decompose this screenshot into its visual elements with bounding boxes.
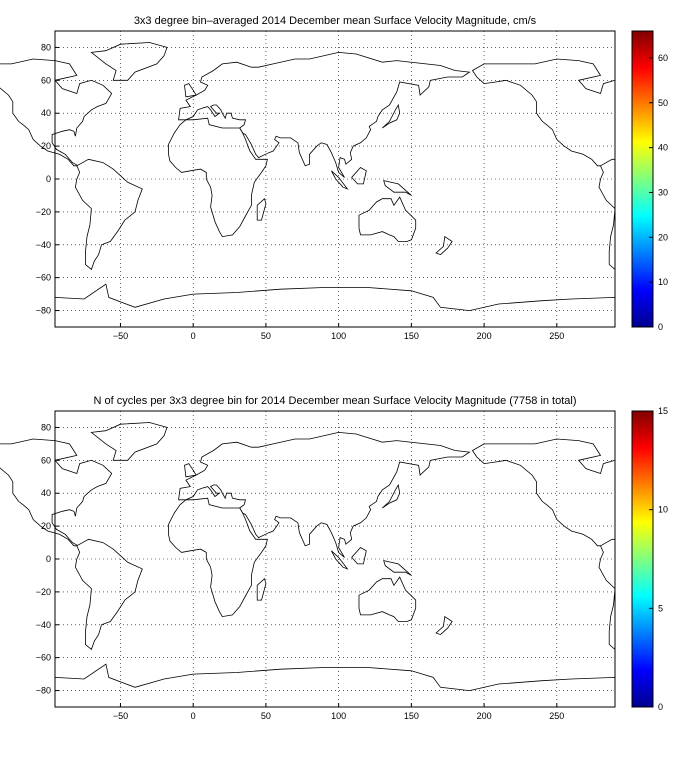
colorbar-tick-label: 50 xyxy=(658,98,668,108)
land-outline-nz xyxy=(435,235,453,256)
cycles-panel: N of cycles per 3x3 degree bin for 2014 … xyxy=(0,395,668,721)
land-outline-north-america xyxy=(0,58,113,167)
x-tick-label: −50 xyxy=(113,331,128,341)
y-tick-label: −80 xyxy=(36,306,51,316)
y-tick-label: −60 xyxy=(36,273,51,283)
colorbar-tick-label: 40 xyxy=(658,143,668,153)
x-tick-label: 200 xyxy=(477,711,492,721)
velocity-colorbar-ticks: 0 10 20 30 40 50 60 xyxy=(649,53,668,332)
land-outline-north-america-wrap xyxy=(471,58,616,196)
land-outline-north-america xyxy=(0,438,113,547)
land-outline-antarctica xyxy=(54,663,616,708)
x-tick-label: 50 xyxy=(261,331,271,341)
y-tick-label: 20 xyxy=(41,521,51,531)
land-outline-borneo xyxy=(351,166,367,185)
velocity-colorbar xyxy=(631,30,654,328)
land-outline-greenland xyxy=(90,42,168,81)
land-outline-antarctica xyxy=(54,283,616,328)
velocity-y-ticks: 80 60 40 20 0 −20 −40 −60 −80 xyxy=(36,42,59,316)
cycles-colorbar xyxy=(631,410,654,708)
land-outline-nz xyxy=(435,615,453,636)
colorbar-tick-label: 0 xyxy=(658,322,663,332)
cycles-colorbar-ticks: 0 5 10 15 xyxy=(649,406,668,712)
y-tick-label: −60 xyxy=(36,653,51,663)
cycles-chart-title: N of cycles per 3x3 degree bin for 2014 … xyxy=(93,395,576,407)
y-tick-label: 0 xyxy=(46,554,51,564)
cycles-land-outlines xyxy=(0,422,616,708)
y-tick-label: 60 xyxy=(41,75,51,85)
land-outline-madagascar xyxy=(256,197,267,221)
land-outline-australia xyxy=(358,196,417,242)
x-tick-label: 250 xyxy=(549,711,564,721)
land-outline-south-america xyxy=(74,158,143,271)
y-tick-label: −20 xyxy=(36,587,51,597)
x-tick-label: 0 xyxy=(191,331,196,341)
land-outline-australia xyxy=(358,576,417,622)
land-outline-sumatra xyxy=(331,170,349,190)
land-outline-greenland xyxy=(90,422,168,461)
colorbar-tick-label: 20 xyxy=(658,232,668,242)
y-tick-label: 20 xyxy=(41,141,51,151)
colorbar-tick-label: 30 xyxy=(658,187,668,197)
y-tick-label: 80 xyxy=(41,42,51,52)
cycles-grid xyxy=(55,411,615,707)
y-tick-label: 40 xyxy=(41,488,51,498)
y-tick-label: −40 xyxy=(36,620,51,630)
cycles-y-ticks: 80 60 40 20 0 −20 −40 −60 −80 xyxy=(36,422,59,696)
y-tick-label: 40 xyxy=(41,108,51,118)
land-outline-south-america xyxy=(74,538,143,651)
x-tick-label: 200 xyxy=(477,331,492,341)
land-outline-south-america-wrap xyxy=(598,158,616,271)
land-outline-japan xyxy=(382,483,401,509)
y-tick-label: −80 xyxy=(36,686,51,696)
colorbar-tick-label: 15 xyxy=(658,406,668,416)
x-tick-label: 50 xyxy=(261,711,271,721)
velocity-land-outlines xyxy=(0,42,616,328)
x-tick-label: 100 xyxy=(331,331,346,341)
land-outline-sumatra xyxy=(331,550,349,570)
land-outline-new-guinea xyxy=(383,180,412,196)
x-tick-label: 250 xyxy=(549,331,564,341)
land-outline-borneo xyxy=(351,546,367,565)
colorbar-tick-label: 0 xyxy=(658,702,663,712)
velocity-chart-title: 3x3 degree bin–averaged 2014 December me… xyxy=(134,15,537,27)
x-tick-label: 0 xyxy=(191,711,196,721)
colorbar-tick-label: 10 xyxy=(658,277,668,287)
cycles-x-ticks: −50 0 50 100 150 200 250 xyxy=(113,703,564,721)
land-outline-uk xyxy=(184,463,197,478)
x-tick-label: 150 xyxy=(404,331,419,341)
land-outline-new-guinea xyxy=(383,560,412,576)
land-outline-south-america-wrap xyxy=(598,538,616,651)
y-tick-label: 0 xyxy=(46,174,51,184)
land-outline-madagascar xyxy=(256,577,267,601)
velocity-grid xyxy=(55,31,615,327)
colorbar-tick-label: 60 xyxy=(658,53,668,63)
x-tick-label: 150 xyxy=(404,711,419,721)
land-outline-uk xyxy=(184,83,197,98)
land-outline-japan xyxy=(382,103,401,129)
x-tick-label: 100 xyxy=(331,711,346,721)
colorbar-tick-label: 10 xyxy=(658,505,668,515)
land-outline-north-america-wrap xyxy=(471,438,616,576)
velocity-panel: 3x3 degree bin–averaged 2014 December me… xyxy=(0,15,668,341)
colorbar-tick-label: 5 xyxy=(658,603,663,613)
y-tick-label: −40 xyxy=(36,240,51,250)
y-tick-label: −20 xyxy=(36,207,51,217)
x-tick-label: −50 xyxy=(113,711,128,721)
y-tick-label: 60 xyxy=(41,455,51,465)
velocity-x-ticks: −50 0 50 100 150 200 250 xyxy=(113,323,564,341)
y-tick-label: 80 xyxy=(41,422,51,432)
